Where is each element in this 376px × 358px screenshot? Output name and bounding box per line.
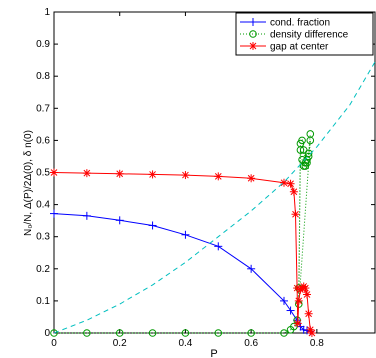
series-cond-fraction-point (181, 230, 190, 239)
legend-marker (249, 30, 257, 38)
x-tick-label: 0.4 (178, 338, 192, 349)
x-tick-label: 0.6 (244, 338, 258, 349)
series-dashed-curve-line (53, 59, 376, 334)
x-tick-label: 0 (51, 338, 57, 349)
y-tick-label: 1 (44, 7, 50, 18)
series-cond-fraction-point (214, 242, 223, 251)
plot-frame (53, 11, 376, 334)
axes-frame: 0 0.1 0.2 0.3 0.4 0.5 0.6 0.7 0.8 0.9 1 0 0.2 0.4 0.6 0… (36, 7, 376, 349)
series-density-difference-point (298, 136, 306, 145)
series-density-difference-point (296, 146, 305, 154)
series-gap-at-center-point (307, 329, 316, 337)
y-tick-label: 0.2 (36, 264, 50, 275)
series-cond-fraction-point (286, 306, 295, 315)
legend-entry: gap at center (240, 42, 329, 53)
legend-entry: cond. fraction (240, 18, 330, 29)
series-density-difference-point (304, 149, 313, 158)
series-gap-at-center-point (286, 179, 295, 188)
series-density-difference-point (280, 329, 288, 337)
series-gap-at-center-point (214, 172, 223, 181)
series-gap-at-center-point (181, 171, 190, 180)
y-tick-label: 0.4 (36, 200, 50, 211)
series-cond-fraction-point (50, 209, 58, 218)
y-axis-label: N₀/N, Δ(P)/2Δ(0), δ n(0) (23, 130, 34, 236)
y-tick-label: 0 (44, 328, 50, 339)
series-density-difference-point (148, 329, 157, 337)
series-density-difference (50, 130, 315, 337)
series-gap-at-center-point (280, 178, 288, 187)
series-gap-at-center-point (301, 284, 310, 293)
series-gap-at-center-line (53, 172, 313, 334)
x-tick-label: 0.2 (113, 338, 127, 349)
x-tick-label: 0.8 (310, 338, 324, 349)
series-cond-fraction-point (280, 296, 288, 305)
series-dashed-curve (53, 59, 376, 334)
series-density-difference-point (115, 329, 124, 337)
legend-label: gap at center (270, 42, 329, 53)
series-gap-at-center-point (289, 187, 298, 196)
y-tick-label: 0.3 (36, 232, 50, 243)
legend-marker (249, 42, 257, 50)
series-cond-fraction (50, 209, 315, 336)
series-gap-at-center-point (82, 169, 91, 178)
series-density-difference-point (214, 329, 223, 337)
y-tick-label: 0.5 (36, 168, 50, 179)
x-axis-label: P (210, 348, 217, 358)
series-cond-fraction-point (148, 221, 157, 230)
series-gap-at-center-point (303, 290, 311, 299)
y-tick-label: 0.7 (36, 103, 50, 114)
series-gap-at-center-point (115, 169, 124, 178)
series-gap-at-center-point (50, 168, 58, 177)
legend-marker (249, 18, 257, 26)
plot-area (50, 59, 376, 337)
series-gap-at-center-point (304, 309, 313, 318)
y-tick-label: 0.8 (36, 71, 50, 82)
series-gap-at-center-point (294, 296, 303, 305)
legend-entry: density difference (240, 30, 349, 41)
series-cond-fraction-line (53, 213, 311, 332)
series-density-difference-point (247, 329, 255, 337)
series-density-difference-point (83, 329, 91, 337)
series-cond-fraction-point (247, 264, 256, 273)
y-tick-label: 0.6 (36, 135, 50, 146)
y-tick-label: 0.9 (36, 39, 50, 50)
series-gap-at-center (50, 168, 316, 337)
series-gap-at-center-point (293, 319, 302, 328)
series-density-difference-point (50, 329, 58, 337)
series-cond-fraction-point (115, 216, 124, 225)
legend-label: cond. fraction (270, 18, 330, 29)
legend-label: density difference (270, 30, 349, 41)
series-gap-at-center-point (247, 174, 256, 183)
series-cond-fraction-point (82, 211, 91, 220)
series-density-difference-point (181, 329, 190, 337)
series-gap-at-center-point (291, 210, 300, 219)
y-tick-label: 0.1 (36, 296, 50, 307)
series-gap-at-center-point (148, 170, 157, 179)
series-density-difference-point (306, 130, 315, 138)
